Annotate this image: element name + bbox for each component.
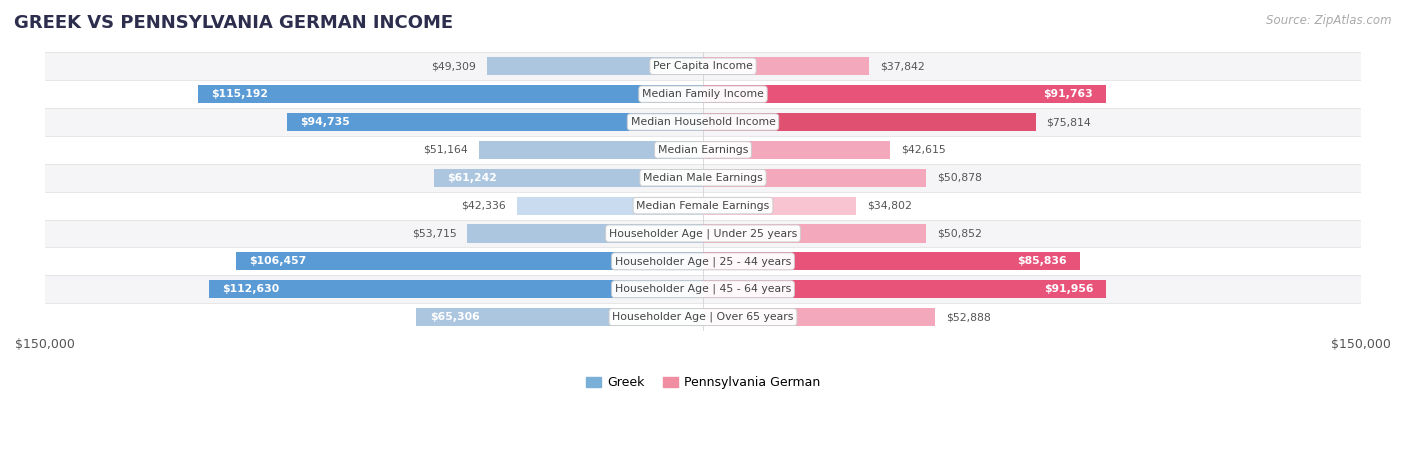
Text: $106,457: $106,457 bbox=[249, 256, 307, 266]
Bar bbox=[45, 108, 1361, 136]
Text: $42,615: $42,615 bbox=[901, 145, 946, 155]
Bar bbox=[209, 280, 703, 298]
Text: $91,763: $91,763 bbox=[1043, 89, 1092, 99]
Text: Median Female Earnings: Median Female Earnings bbox=[637, 201, 769, 211]
Bar bbox=[45, 248, 1361, 275]
Bar bbox=[703, 169, 927, 187]
Legend: Greek, Pennsylvania German: Greek, Pennsylvania German bbox=[581, 371, 825, 395]
Text: $42,336: $42,336 bbox=[461, 201, 506, 211]
Bar bbox=[703, 197, 856, 215]
Bar bbox=[703, 308, 935, 326]
Bar bbox=[517, 197, 703, 215]
Text: $85,836: $85,836 bbox=[1017, 256, 1066, 266]
Bar bbox=[45, 219, 1361, 248]
Bar bbox=[236, 252, 703, 270]
Bar bbox=[45, 52, 1361, 80]
Text: $49,309: $49,309 bbox=[430, 61, 475, 71]
Text: $112,630: $112,630 bbox=[222, 284, 280, 294]
Bar bbox=[45, 80, 1361, 108]
Text: $61,242: $61,242 bbox=[447, 173, 498, 183]
Text: $52,888: $52,888 bbox=[946, 312, 991, 322]
Text: $34,802: $34,802 bbox=[866, 201, 911, 211]
Text: Householder Age | 45 - 64 years: Householder Age | 45 - 64 years bbox=[614, 284, 792, 295]
Text: $51,164: $51,164 bbox=[423, 145, 468, 155]
Bar bbox=[45, 164, 1361, 191]
Text: $50,878: $50,878 bbox=[938, 173, 981, 183]
Bar bbox=[45, 191, 1361, 219]
Bar bbox=[45, 275, 1361, 303]
Text: Median Household Income: Median Household Income bbox=[630, 117, 776, 127]
Bar bbox=[703, 252, 1080, 270]
Bar bbox=[703, 280, 1107, 298]
Bar bbox=[287, 113, 703, 131]
Bar bbox=[198, 85, 703, 103]
Text: Householder Age | Over 65 years: Householder Age | Over 65 years bbox=[612, 312, 794, 322]
Text: Per Capita Income: Per Capita Income bbox=[652, 61, 754, 71]
Bar bbox=[703, 85, 1105, 103]
Bar bbox=[45, 303, 1361, 331]
Text: GREEK VS PENNSYLVANIA GERMAN INCOME: GREEK VS PENNSYLVANIA GERMAN INCOME bbox=[14, 14, 453, 32]
Bar bbox=[416, 308, 703, 326]
Text: $75,814: $75,814 bbox=[1046, 117, 1091, 127]
Text: Median Male Earnings: Median Male Earnings bbox=[643, 173, 763, 183]
Text: Median Family Income: Median Family Income bbox=[643, 89, 763, 99]
Bar bbox=[486, 57, 703, 75]
Text: Householder Age | Under 25 years: Householder Age | Under 25 years bbox=[609, 228, 797, 239]
Text: Source: ZipAtlas.com: Source: ZipAtlas.com bbox=[1267, 14, 1392, 27]
Bar bbox=[45, 136, 1361, 164]
Text: $94,735: $94,735 bbox=[301, 117, 350, 127]
Bar bbox=[703, 141, 890, 159]
Text: $53,715: $53,715 bbox=[412, 228, 457, 239]
Bar bbox=[434, 169, 703, 187]
Bar bbox=[703, 225, 927, 242]
Bar bbox=[703, 113, 1036, 131]
Text: $50,852: $50,852 bbox=[936, 228, 981, 239]
Text: $37,842: $37,842 bbox=[880, 61, 925, 71]
Bar bbox=[703, 57, 869, 75]
Text: Householder Age | 25 - 44 years: Householder Age | 25 - 44 years bbox=[614, 256, 792, 267]
Text: $65,306: $65,306 bbox=[430, 312, 479, 322]
Bar bbox=[467, 225, 703, 242]
Text: $115,192: $115,192 bbox=[211, 89, 267, 99]
Text: $91,956: $91,956 bbox=[1043, 284, 1094, 294]
Text: Median Earnings: Median Earnings bbox=[658, 145, 748, 155]
Bar bbox=[478, 141, 703, 159]
